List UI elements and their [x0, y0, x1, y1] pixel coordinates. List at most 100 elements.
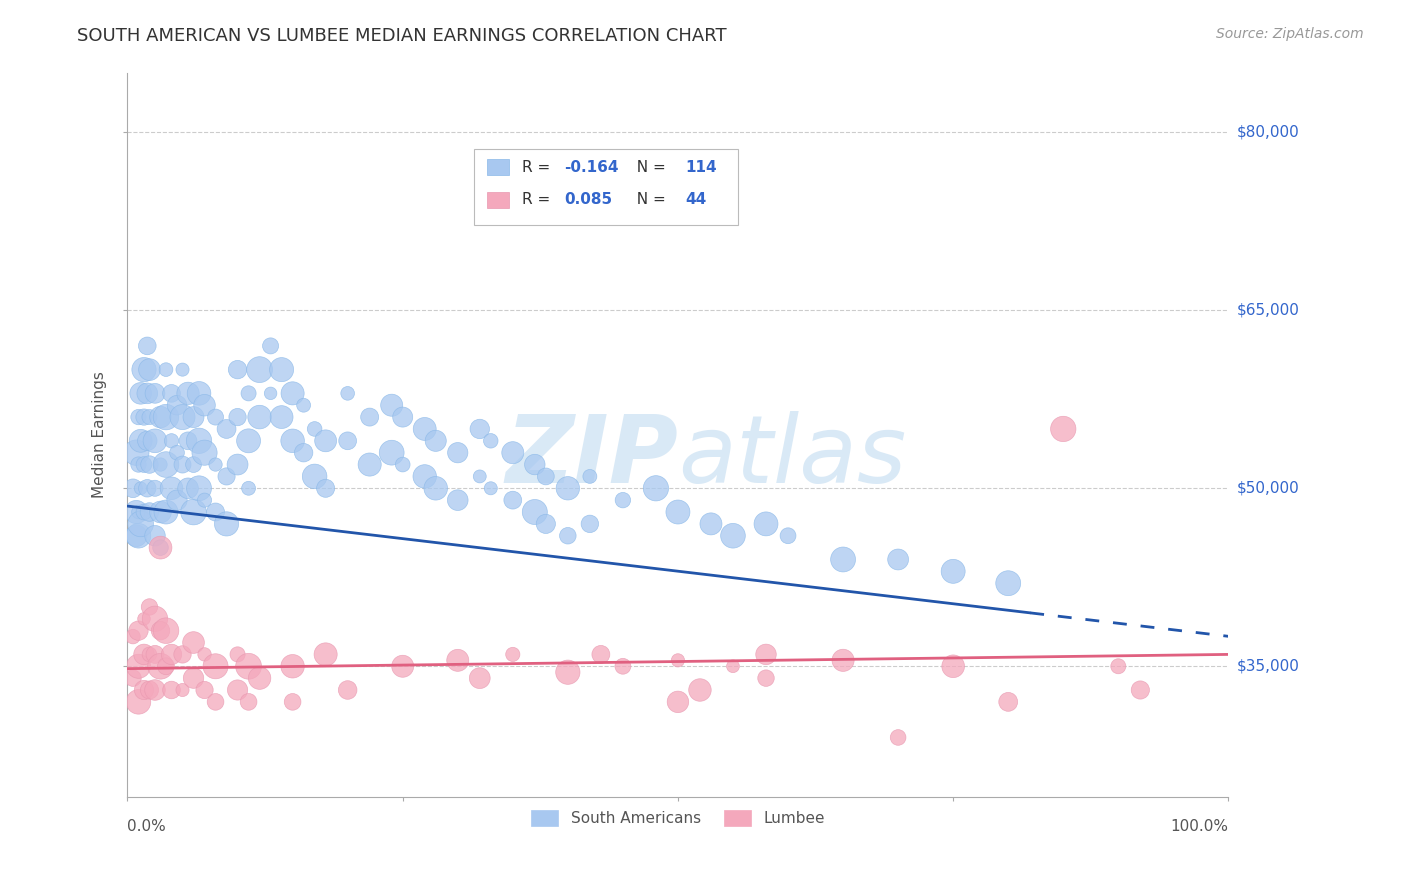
Point — [129, 434, 152, 448]
Text: -0.164: -0.164 — [564, 160, 619, 175]
Point — [997, 695, 1019, 709]
Point — [381, 445, 404, 459]
Point — [132, 362, 155, 376]
Point — [292, 398, 315, 412]
Point — [336, 683, 359, 698]
Point — [502, 445, 524, 459]
Point — [281, 659, 304, 673]
Point — [204, 505, 226, 519]
Point — [721, 529, 744, 543]
Point — [193, 398, 215, 412]
Point — [177, 434, 200, 448]
Point — [215, 469, 238, 483]
Point — [249, 362, 271, 376]
Point — [700, 516, 723, 531]
Point — [183, 505, 205, 519]
Point — [160, 683, 183, 698]
Point — [122, 481, 145, 495]
Point — [238, 659, 260, 673]
Point — [281, 386, 304, 401]
Text: 114: 114 — [685, 160, 717, 175]
Point — [1129, 683, 1152, 698]
Point — [315, 648, 337, 662]
Bar — [488, 159, 509, 175]
Point — [479, 481, 502, 495]
Point — [942, 659, 965, 673]
Point — [468, 671, 491, 685]
Point — [136, 339, 159, 353]
Point — [391, 410, 413, 425]
Point — [177, 481, 200, 495]
Point — [226, 410, 249, 425]
Point — [160, 434, 183, 448]
Point — [132, 458, 155, 472]
Point — [143, 386, 166, 401]
Point — [138, 410, 160, 425]
Point — [143, 683, 166, 698]
Point — [612, 659, 634, 673]
Point — [832, 653, 855, 667]
Point — [557, 665, 579, 680]
Point — [136, 434, 159, 448]
Point — [534, 516, 557, 531]
Point — [249, 671, 271, 685]
Point — [755, 671, 778, 685]
Point — [143, 648, 166, 662]
Point — [155, 410, 177, 425]
Point — [259, 386, 281, 401]
Point — [689, 683, 711, 698]
Point — [413, 469, 436, 483]
Point — [183, 671, 205, 685]
Point — [183, 458, 205, 472]
Legend: South Americans, Lumbee: South Americans, Lumbee — [524, 805, 831, 832]
Text: R =: R = — [523, 192, 555, 207]
Point — [534, 469, 557, 483]
Point — [125, 505, 148, 519]
Point — [666, 505, 689, 519]
Point — [755, 516, 778, 531]
Point — [721, 659, 744, 673]
Point — [479, 434, 502, 448]
Point — [447, 493, 470, 508]
FancyBboxPatch shape — [474, 149, 738, 225]
Point — [304, 422, 326, 436]
Point — [132, 612, 155, 626]
Point — [942, 565, 965, 579]
Point — [127, 505, 149, 519]
Point — [502, 493, 524, 508]
Point — [292, 445, 315, 459]
Point — [523, 458, 546, 472]
Point — [270, 362, 292, 376]
Point — [143, 481, 166, 495]
Point — [127, 529, 149, 543]
Point — [238, 481, 260, 495]
Point — [132, 648, 155, 662]
Point — [226, 362, 249, 376]
Point — [143, 529, 166, 543]
Point — [336, 434, 359, 448]
Point — [149, 541, 172, 555]
Bar — [488, 192, 509, 208]
Point — [132, 683, 155, 698]
Point — [523, 505, 546, 519]
Point — [160, 386, 183, 401]
Point — [155, 624, 177, 638]
Point — [138, 362, 160, 376]
Point — [122, 671, 145, 685]
Point — [249, 410, 271, 425]
Point — [188, 434, 211, 448]
Point — [425, 481, 447, 495]
Point — [172, 458, 194, 472]
Point — [997, 576, 1019, 591]
Point — [132, 505, 155, 519]
Point — [149, 410, 172, 425]
Point — [172, 410, 194, 425]
Point — [125, 529, 148, 543]
Point — [336, 386, 359, 401]
Point — [557, 481, 579, 495]
Point — [666, 653, 689, 667]
Point — [579, 516, 602, 531]
Point — [281, 695, 304, 709]
Point — [138, 599, 160, 614]
Point — [149, 541, 172, 555]
